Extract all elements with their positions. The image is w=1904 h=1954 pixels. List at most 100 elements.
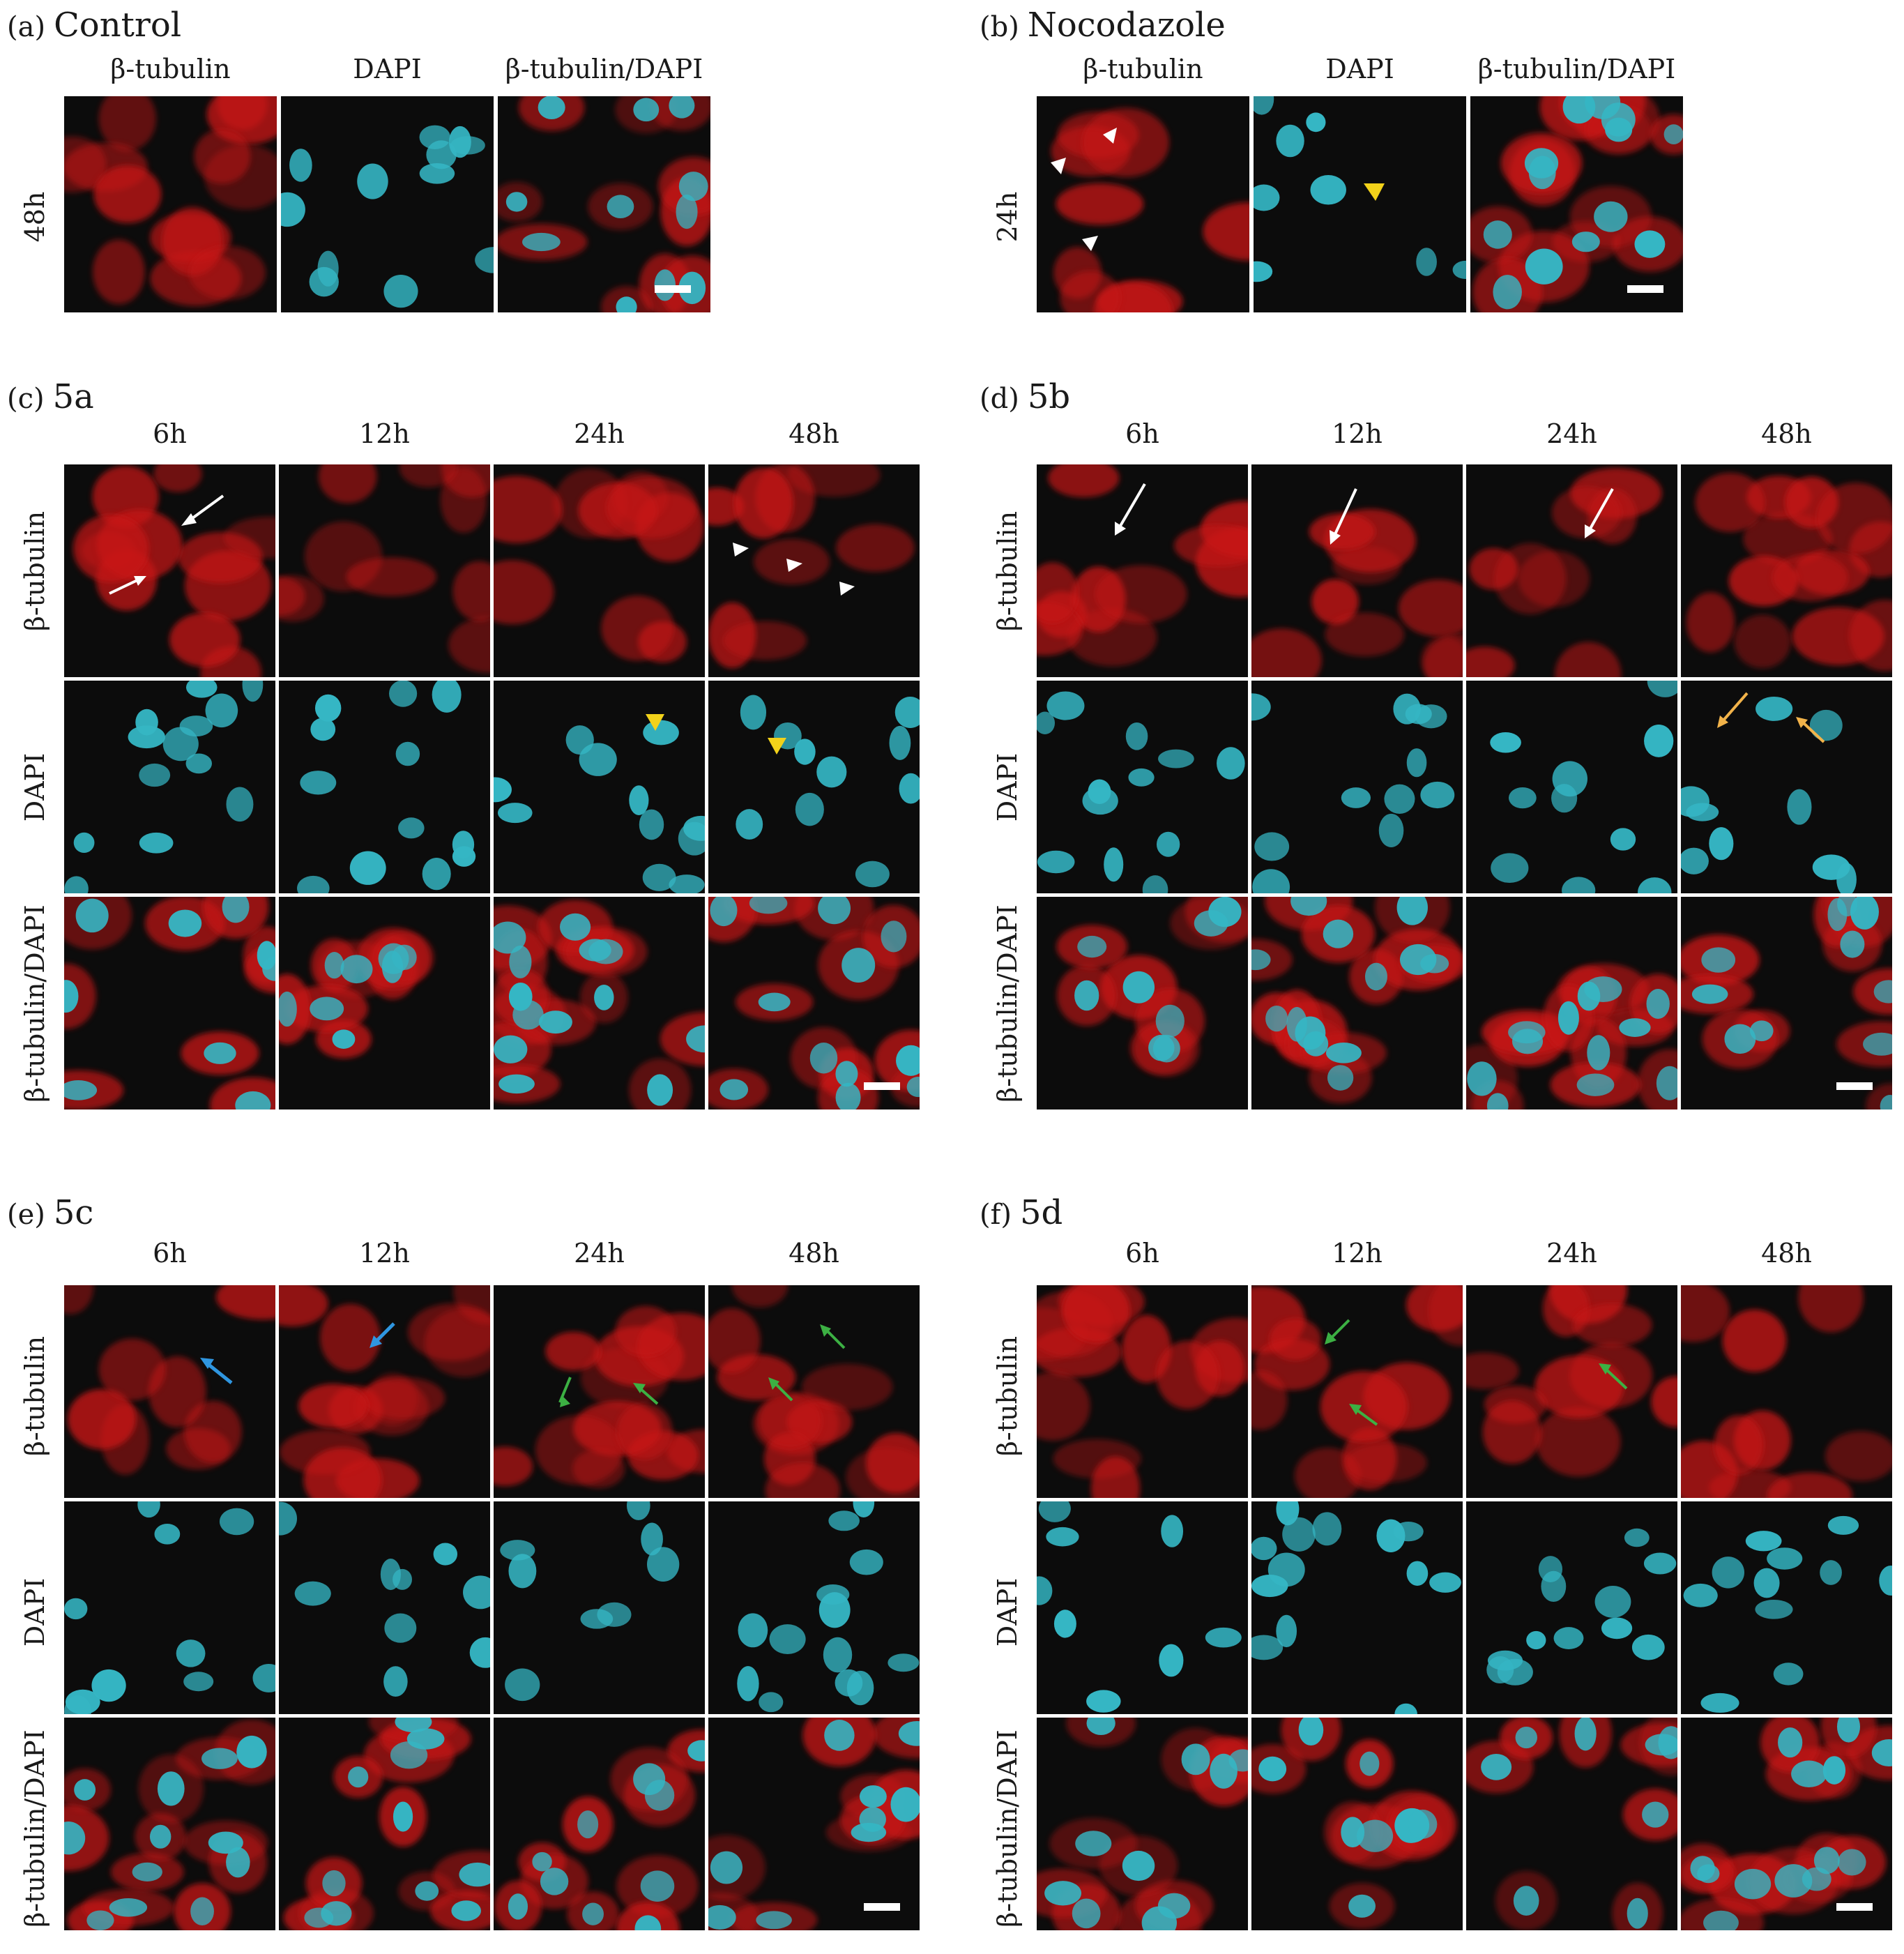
arrowhead-yellow-icon bbox=[1364, 183, 1385, 201]
cell-cytoplasm bbox=[1825, 1431, 1892, 1482]
cell-cytoplasm bbox=[184, 1400, 242, 1463]
cell-nucleus bbox=[451, 1900, 482, 1921]
panel-f-merge-12h bbox=[1251, 1718, 1463, 1930]
cell-cytoplasm bbox=[361, 1377, 445, 1419]
cell-cytoplasm bbox=[1551, 486, 1622, 539]
micrograph-texture bbox=[1051, 107, 1249, 312]
panel-e-merge-6h bbox=[64, 1718, 275, 1930]
cell-nucleus bbox=[383, 1666, 408, 1697]
cell-cytoplasm bbox=[224, 516, 275, 559]
arrow-blue-icon bbox=[370, 1322, 395, 1348]
panel-f-merge-48h bbox=[1681, 1718, 1892, 1930]
cell-nucleus bbox=[406, 1728, 445, 1750]
micrograph-texture bbox=[1466, 467, 1662, 677]
cell-nucleus bbox=[157, 1771, 185, 1806]
cell-nucleus bbox=[1384, 784, 1415, 814]
cell-nucleus bbox=[1658, 1726, 1677, 1759]
cell-nucleus bbox=[1755, 1599, 1793, 1619]
cell-cytoplasm bbox=[1037, 1372, 1090, 1441]
cell-nucleus bbox=[629, 785, 649, 815]
cell-nucleus bbox=[432, 681, 462, 713]
panel-b-letter: (b) bbox=[980, 11, 1019, 43]
cell-nucleus bbox=[383, 274, 418, 308]
panel-c-merge-24h bbox=[494, 897, 705, 1109]
cell-cytoplasm bbox=[318, 464, 377, 503]
cell-nucleus bbox=[1396, 897, 1428, 925]
micrograph-texture bbox=[708, 1718, 920, 1930]
cell-nucleus bbox=[540, 1868, 569, 1895]
micrograph-texture bbox=[281, 125, 494, 308]
panel-d-row-2: DAPI bbox=[992, 752, 1023, 822]
cell-nucleus bbox=[1562, 96, 1596, 124]
panel-a-title: (a) Control bbox=[7, 8, 181, 42]
panel-f-merge-24h bbox=[1466, 1718, 1677, 1930]
micrograph-texture bbox=[708, 897, 920, 1109]
cell-nucleus bbox=[1258, 1756, 1287, 1782]
cell-nucleus bbox=[183, 1672, 214, 1692]
cell-cytoplasm bbox=[1651, 1376, 1677, 1427]
cell-nucleus bbox=[395, 741, 420, 766]
cell-nucleus bbox=[1587, 1035, 1610, 1070]
cell-nucleus bbox=[317, 250, 339, 287]
cell-nucleus bbox=[508, 982, 533, 1011]
cell-nucleus bbox=[1155, 1004, 1185, 1038]
panel-b-col-1: β-tubulin bbox=[1083, 54, 1203, 84]
cell-nucleus bbox=[1267, 1552, 1305, 1587]
cell-nucleus bbox=[168, 909, 202, 937]
panel-b-dapi-image bbox=[1254, 96, 1466, 312]
cell-cytoplasm bbox=[765, 1462, 841, 1498]
cell-nucleus bbox=[597, 1602, 632, 1627]
cell-nucleus bbox=[1393, 1522, 1424, 1542]
cell-cytoplasm bbox=[723, 621, 807, 660]
cell-nucleus bbox=[835, 1669, 863, 1697]
panel-f-dapi-6h bbox=[1037, 1501, 1248, 1714]
cell-nucleus bbox=[1879, 1565, 1892, 1596]
panel-a-merge-image bbox=[498, 96, 710, 312]
panel-d-col-4: 48h bbox=[1761, 418, 1812, 449]
cell-nucleus bbox=[1037, 850, 1075, 874]
cell-nucleus bbox=[1276, 124, 1304, 158]
cell-nucleus bbox=[1493, 275, 1522, 310]
arrowhead-white-icon bbox=[1051, 128, 1117, 251]
panel-e-tubulin-48h bbox=[708, 1285, 920, 1498]
cell-nucleus bbox=[1490, 732, 1521, 753]
cell-nucleus bbox=[639, 809, 664, 840]
panel-d-tubulin-6h bbox=[1037, 464, 1248, 677]
arrow-green-icon bbox=[768, 1324, 846, 1402]
panel-a-col-2: DAPI bbox=[353, 54, 422, 84]
cell-cytoplasm bbox=[67, 1388, 137, 1450]
panel-c-name: 5a bbox=[52, 377, 94, 416]
cell-nucleus bbox=[1323, 919, 1354, 948]
cell-nucleus bbox=[881, 921, 907, 953]
cell-nucleus bbox=[816, 1584, 850, 1605]
micrograph-texture bbox=[279, 1285, 490, 1498]
cell-nucleus bbox=[1310, 175, 1346, 205]
cell-nucleus bbox=[64, 1695, 91, 1714]
panel-e-tubulin-24h bbox=[494, 1285, 705, 1498]
micrograph-texture bbox=[279, 464, 490, 673]
cell-nucleus bbox=[1252, 869, 1290, 893]
cell-nucleus bbox=[1360, 1751, 1380, 1776]
cell-nucleus bbox=[509, 945, 532, 978]
panel-e-title: (e) 5c bbox=[7, 1196, 93, 1229]
cell-nucleus bbox=[1525, 248, 1563, 285]
cell-nucleus bbox=[64, 1080, 98, 1100]
cell-cytoplasm bbox=[1536, 1407, 1621, 1477]
panel-a-col-1: β-tubulin bbox=[110, 54, 231, 84]
cell-nucleus bbox=[1046, 691, 1085, 720]
cell-nucleus bbox=[643, 720, 679, 745]
cell-cytoplasm bbox=[494, 560, 554, 625]
cell-nucleus bbox=[204, 1042, 236, 1064]
cell-cytoplasm bbox=[615, 1305, 676, 1357]
panel-f-col-1: 6h bbox=[1125, 1238, 1159, 1268]
cell-nucleus bbox=[1205, 1627, 1242, 1648]
cell-nucleus bbox=[505, 1668, 540, 1702]
cell-cytoplasm bbox=[1695, 472, 1765, 532]
cell-cytoplasm bbox=[1849, 600, 1892, 672]
cell-nucleus bbox=[859, 1807, 886, 1832]
cell-nucleus bbox=[1364, 962, 1387, 991]
cell-nucleus bbox=[1750, 1020, 1774, 1042]
cell-nucleus bbox=[1724, 1024, 1756, 1054]
cell-nucleus bbox=[749, 897, 788, 914]
cell-nucleus bbox=[135, 709, 158, 736]
